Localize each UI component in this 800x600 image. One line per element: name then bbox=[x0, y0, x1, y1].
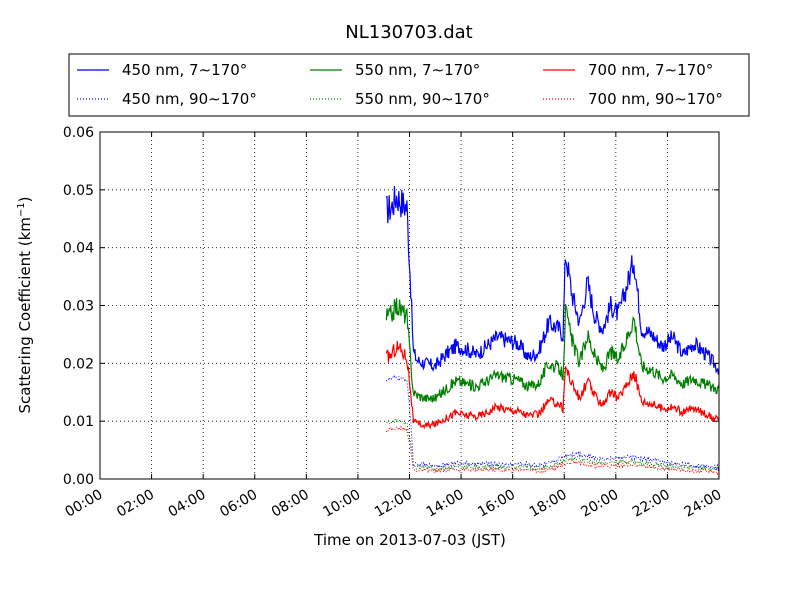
x-axis-label: Time on 2013-07-03 (JST) bbox=[313, 531, 506, 549]
y-tick-label: 0.03 bbox=[63, 299, 94, 315]
legend-label-6: 700 nm, 90∼170° bbox=[588, 90, 723, 108]
y-tick-label: 0.06 bbox=[63, 125, 94, 141]
legend-label-3: 550 nm, 7∼170° bbox=[355, 61, 480, 79]
y-axis-label-close: ) bbox=[16, 196, 34, 202]
series-layer bbox=[385, 185, 719, 476]
y-tick-labels: 0.00 0.01 0.02 0.03 0.04 0.05 0.06 bbox=[63, 125, 94, 488]
y-tick-label: 0.02 bbox=[63, 356, 94, 372]
series-line-5 bbox=[385, 340, 719, 430]
axis-ticks bbox=[99, 131, 720, 480]
legend-label-5: 700 nm, 7∼170° bbox=[588, 61, 713, 79]
y-axis-label-sup: −1 bbox=[16, 202, 27, 217]
legend-box bbox=[68, 53, 750, 117]
legend: 450 nm, 7∼170° 450 nm, 90∼170° 550 nm, 7∼1… bbox=[68, 53, 750, 117]
chart-title: NL130703.dat bbox=[345, 22, 472, 43]
y-tick-label: 0.01 bbox=[63, 414, 94, 430]
y-axis-label-main: Scattering Coefficient (km bbox=[16, 217, 34, 413]
legend-label-4: 550 nm, 90∼170° bbox=[355, 90, 490, 108]
y-tick-label: 0.04 bbox=[63, 241, 94, 257]
legend-label-1: 450 nm, 7∼170° bbox=[122, 61, 247, 79]
series-line-3 bbox=[385, 298, 719, 403]
series-line-4 bbox=[386, 417, 719, 472]
y-tick-label: 0.05 bbox=[63, 183, 94, 199]
y-axis-label: Scattering Coefficient (km−1) bbox=[16, 196, 34, 413]
y-tick-label: 0.00 bbox=[63, 472, 94, 488]
series-line-2 bbox=[385, 375, 719, 471]
legend-label-2: 450 nm, 90∼170° bbox=[122, 90, 257, 108]
series-line-1 bbox=[385, 185, 719, 375]
